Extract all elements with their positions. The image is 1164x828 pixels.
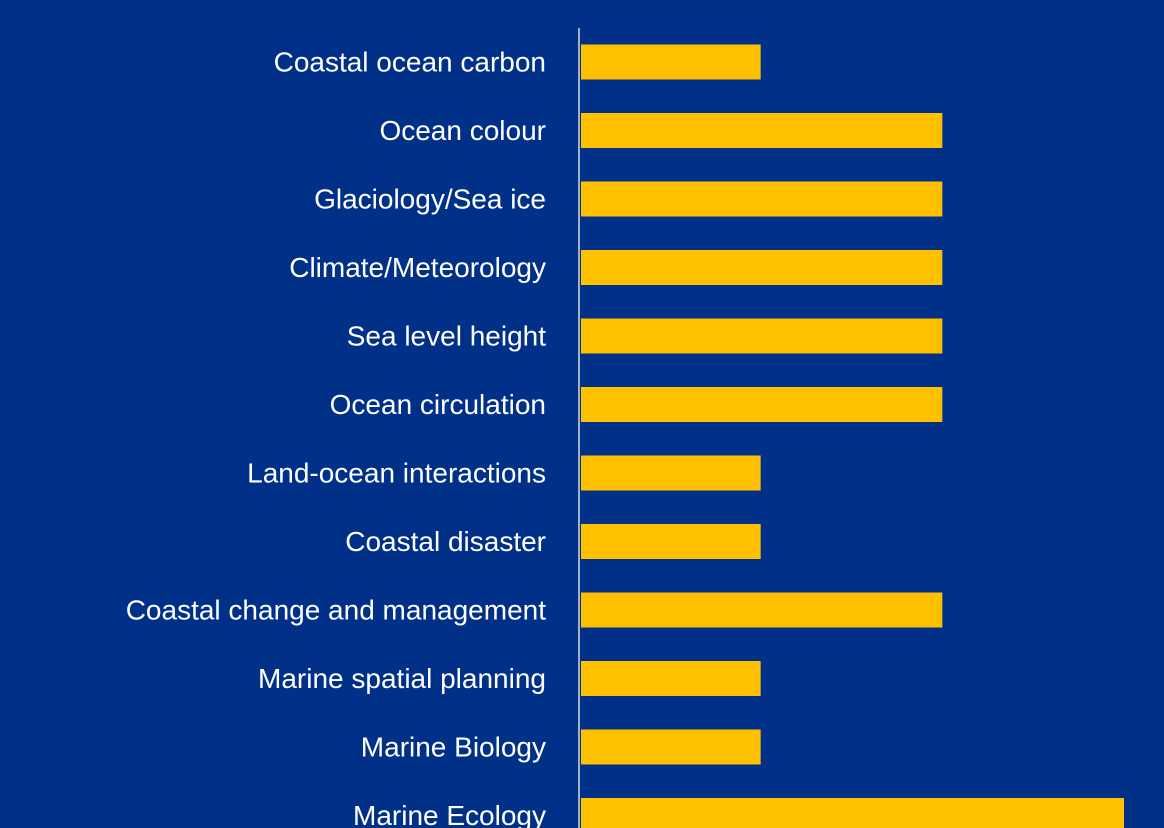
category-label-9: Marine spatial planning	[258, 663, 546, 694]
category-label-0: Coastal ocean carbon	[274, 47, 546, 78]
bar-9	[581, 661, 761, 696]
bar-10	[581, 729, 761, 765]
bar-6	[581, 455, 761, 491]
category-label-10: Marine Biology	[361, 732, 546, 763]
category-label-11: Marine Ecology	[353, 800, 546, 828]
category-label-5: Ocean circulation	[330, 389, 546, 420]
category-label-3: Climate/Meteorology	[289, 252, 546, 283]
bars-layer	[581, 44, 1124, 828]
bar-7	[581, 524, 761, 559]
category-label-1: Ocean colour	[379, 115, 546, 146]
bar-1	[581, 113, 943, 148]
bar-2	[581, 181, 943, 217]
bar-3	[581, 250, 943, 285]
bar-8	[581, 592, 943, 628]
category-labels-layer: Coastal ocean carbon Ocean colour Glaciolo…	[126, 47, 547, 828]
bar-11	[581, 798, 1124, 828]
category-label-2: Glaciology/Sea ice	[314, 184, 546, 215]
category-label-6: Land-ocean interactions	[247, 458, 546, 489]
category-label-7: Coastal disaster	[345, 526, 546, 557]
bar-5	[581, 387, 943, 422]
bar-4	[581, 318, 943, 354]
bar-0	[581, 44, 761, 80]
category-label-4: Sea level height	[347, 321, 546, 352]
category-label-8: Coastal change and management	[126, 595, 547, 626]
